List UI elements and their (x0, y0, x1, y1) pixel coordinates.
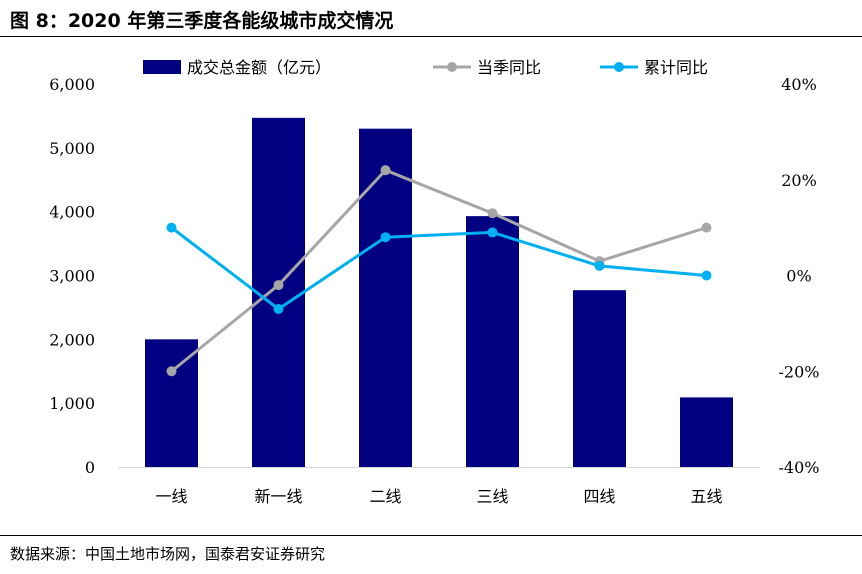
legend-bar-swatch (143, 60, 181, 74)
left-axis-tick-label: 5,000 (49, 139, 95, 158)
yoy-point (487, 208, 498, 219)
legend-cumulative-marker (614, 62, 624, 72)
figure-title: 图 8：2020 年第三季度各能级城市成交情况 (10, 10, 394, 32)
source-divider (0, 535, 862, 536)
cumulative-line (170, 226, 707, 311)
cumulative-point (701, 270, 712, 281)
left-axis-tick-label: 3,000 (49, 267, 95, 286)
category-label: 一线 (155, 487, 187, 506)
right-axis-tick-label: -20% (779, 362, 820, 381)
category-label: 五线 (690, 487, 722, 506)
yoy-point (701, 222, 712, 233)
legend-bar-label: 成交总金额（亿元） (187, 58, 331, 77)
left-axis-tick-label: 6,000 (49, 75, 95, 94)
yoy-point (380, 165, 391, 176)
bar (145, 339, 198, 467)
left-axis-tick-label: 1,000 (49, 394, 95, 413)
left-axis-tick-label: 4,000 (49, 203, 95, 222)
combo-chart: 0 1,000 2,000 3,000 4,000 5,000 6,000 -40% -20% 0… (49, 58, 820, 506)
cumulative-point (273, 304, 284, 315)
legend-cumulative-label: 累计同比 (644, 58, 708, 77)
left-axis-tick-label: 2,000 (49, 330, 95, 349)
right-axis-tick-label: -40% (779, 458, 820, 477)
category-label: 三线 (476, 487, 508, 506)
bar (573, 290, 626, 467)
category-label: 新一线 (254, 487, 302, 506)
left-axis-tick-label: 0 (85, 458, 95, 477)
cumulative-point (166, 222, 177, 233)
yoy-point (166, 366, 177, 377)
category-label: 二线 (369, 487, 401, 506)
legend-yoy-marker (447, 62, 457, 72)
bar (252, 117, 305, 467)
yoy-point (273, 280, 284, 291)
cumulative-point (487, 227, 498, 238)
category-label: 四线 (583, 487, 615, 506)
right-axis-tick-label: 20% (781, 171, 817, 190)
title-divider (0, 36, 862, 37)
bar (359, 128, 412, 467)
cumulative-point (594, 260, 605, 271)
legend-yoy-label: 当季同比 (477, 58, 541, 77)
yoy-line (170, 168, 707, 373)
bar (680, 397, 733, 467)
right-axis-tick-label: 40% (781, 75, 817, 94)
source-note: 数据来源：中国土地市场网，国泰君安证券研究 (10, 545, 326, 563)
bar (466, 216, 519, 467)
cumulative-point (380, 232, 391, 243)
right-axis-tick-label: 0% (786, 267, 811, 286)
